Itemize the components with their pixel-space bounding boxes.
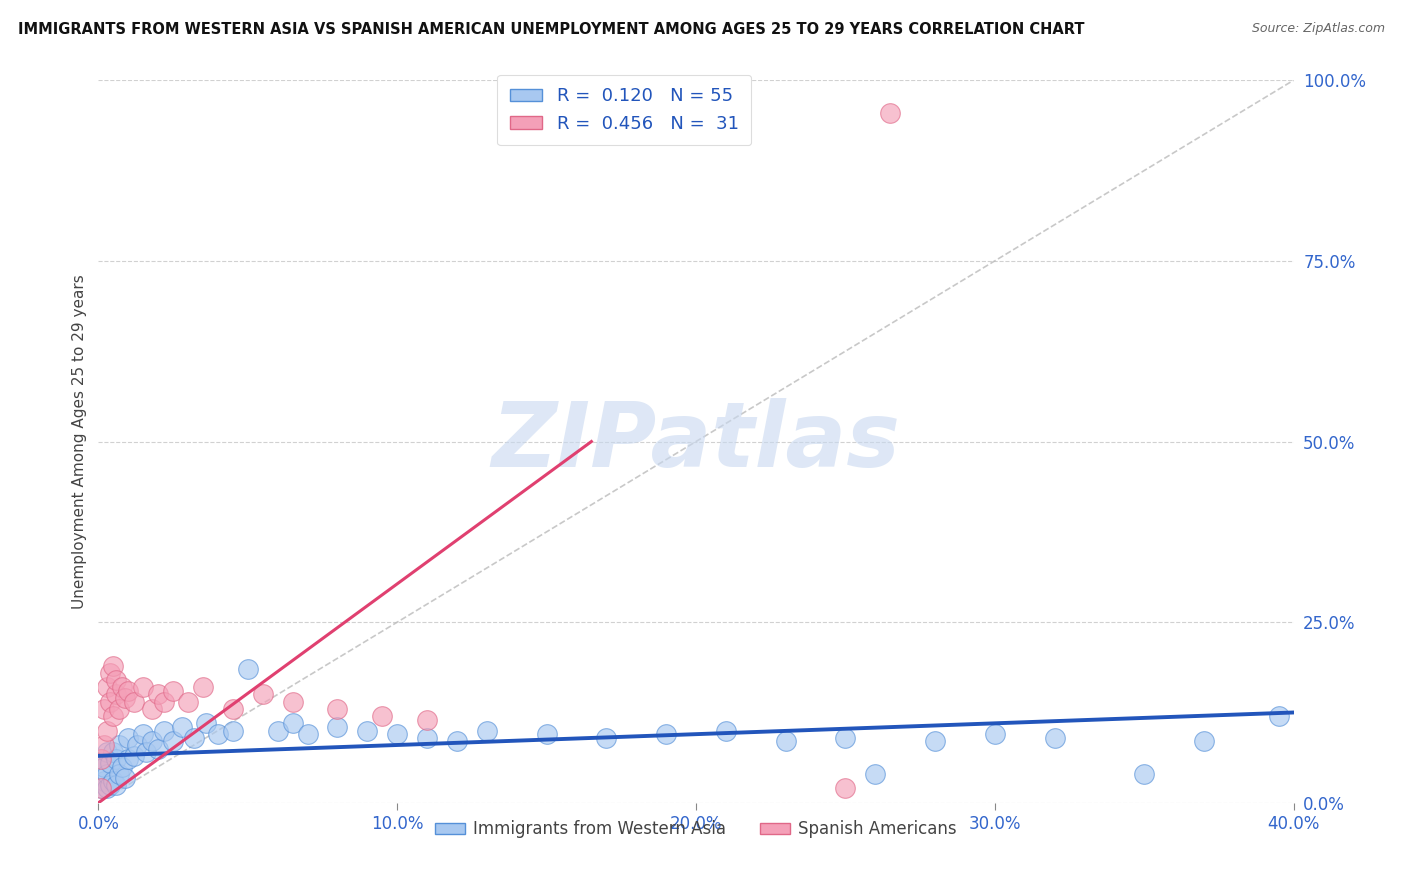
Point	[195, 716, 218, 731]
Point	[222, 723, 245, 738]
Point	[90, 781, 112, 796]
Point	[117, 683, 139, 698]
Point	[117, 752, 139, 766]
Point	[252, 687, 274, 701]
Point	[124, 695, 146, 709]
Point	[834, 731, 856, 745]
Point	[135, 745, 157, 759]
Point	[93, 760, 115, 774]
Point	[93, 738, 115, 752]
Legend: Immigrants from Western Asia, Spanish Americans: Immigrants from Western Asia, Spanish Am…	[429, 814, 963, 845]
Point	[141, 734, 163, 748]
Point	[984, 727, 1007, 741]
Point	[162, 683, 184, 698]
Point	[153, 695, 176, 709]
Point	[446, 734, 468, 748]
Point	[105, 778, 128, 792]
Point	[326, 702, 349, 716]
Point	[96, 723, 118, 738]
Point	[90, 752, 112, 766]
Point	[98, 756, 122, 770]
Point	[90, 752, 112, 766]
Point	[132, 680, 155, 694]
Point	[111, 680, 134, 694]
Point	[297, 727, 319, 741]
Point	[385, 727, 409, 741]
Point	[98, 665, 122, 680]
Point	[714, 723, 737, 738]
Point	[98, 695, 122, 709]
Point	[148, 741, 170, 756]
Point	[114, 771, 136, 785]
Point	[924, 734, 946, 748]
Point	[111, 760, 134, 774]
Point	[834, 781, 856, 796]
Point	[1133, 767, 1156, 781]
Point	[96, 680, 118, 694]
Point	[98, 778, 122, 792]
Point	[141, 702, 163, 716]
Point	[114, 691, 136, 706]
Point	[108, 702, 131, 716]
Point	[1267, 709, 1289, 723]
Text: Source: ZipAtlas.com: Source: ZipAtlas.com	[1251, 22, 1385, 36]
Point	[96, 745, 118, 759]
Point	[655, 727, 678, 741]
Point	[108, 767, 131, 781]
Point	[183, 731, 205, 745]
Point	[93, 774, 115, 789]
Point	[96, 767, 118, 781]
Point	[416, 731, 439, 745]
Point	[117, 731, 139, 745]
Point	[595, 731, 617, 745]
Point	[93, 702, 115, 716]
Point	[96, 781, 118, 796]
Point	[416, 713, 439, 727]
Point	[103, 658, 125, 673]
Point	[207, 727, 229, 741]
Point	[536, 727, 558, 741]
Point	[90, 781, 112, 796]
Point	[172, 720, 194, 734]
Point	[267, 723, 290, 738]
Point	[191, 680, 214, 694]
Point	[177, 695, 200, 709]
Point	[475, 723, 498, 738]
Point	[1043, 731, 1066, 745]
Point	[103, 745, 125, 759]
Point	[281, 716, 304, 731]
Text: IMMIGRANTS FROM WESTERN ASIA VS SPANISH AMERICAN UNEMPLOYMENT AMONG AGES 25 TO 2: IMMIGRANTS FROM WESTERN ASIA VS SPANISH …	[18, 22, 1085, 37]
Point	[865, 767, 887, 781]
Point	[356, 723, 378, 738]
Point	[162, 734, 184, 748]
Point	[879, 105, 901, 120]
Point	[103, 709, 125, 723]
Point	[236, 662, 259, 676]
Point	[371, 709, 394, 723]
Point	[132, 727, 155, 741]
Point	[103, 774, 125, 789]
Point	[108, 738, 131, 752]
Point	[281, 695, 304, 709]
Point	[105, 687, 128, 701]
Point	[222, 702, 245, 716]
Y-axis label: Unemployment Among Ages 25 to 29 years: Unemployment Among Ages 25 to 29 years	[72, 274, 87, 609]
Point	[124, 748, 146, 763]
Point	[127, 738, 149, 752]
Point	[1192, 734, 1215, 748]
Point	[105, 752, 128, 766]
Text: ZIPatlas: ZIPatlas	[492, 398, 900, 485]
Point	[148, 687, 170, 701]
Point	[775, 734, 797, 748]
Point	[153, 723, 176, 738]
Point	[105, 673, 128, 687]
Point	[326, 720, 349, 734]
